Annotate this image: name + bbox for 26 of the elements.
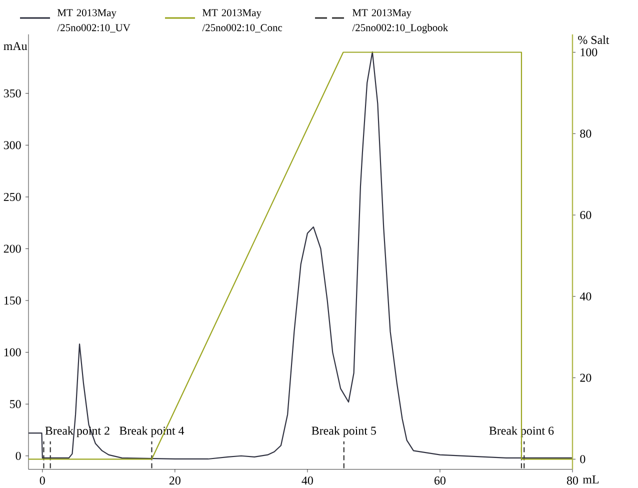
- x-tick-label: 0: [40, 476, 45, 485]
- y-tick-label: 50: [10, 400, 21, 408]
- y2-tick-label: 100: [580, 48, 598, 56]
- y-tick-label: 0: [16, 452, 21, 460]
- y2-tick-label: 80: [580, 130, 592, 138]
- legend-label: MT 2013May /25no002:10_UV: [57, 9, 130, 32]
- y-tick-label: 150: [4, 296, 21, 305]
- x-axis-title: mL: [582, 476, 599, 484]
- x-tick-label: 20: [169, 476, 180, 485]
- x-tick-label: 80: [566, 476, 578, 485]
- y-tick-label: 350: [4, 89, 21, 98]
- x-tick-label: 60: [434, 476, 446, 485]
- y2-tick-label: 0: [580, 455, 586, 464]
- legend-label: MT 2013May /25no002:10_Logbook: [352, 9, 448, 34]
- y2-tick-label: 60: [580, 210, 592, 220]
- annotation: Break point 5: [312, 426, 376, 438]
- y-tick-label: 250: [4, 192, 21, 201]
- y-tick-label: 200: [4, 244, 21, 253]
- y-tick-label: 300: [4, 141, 21, 150]
- y2-tick-label: 20: [580, 374, 592, 382]
- y2-axis-title: % Salt: [578, 36, 610, 44]
- x-tick-label: 40: [302, 476, 313, 485]
- y2-tick-label: 40: [580, 292, 592, 300]
- legend-label: MT 2013May /25no002:10_Conc: [202, 9, 282, 32]
- y-tick-label: 100: [4, 348, 21, 356]
- y-axis-title: mAu: [4, 42, 28, 50]
